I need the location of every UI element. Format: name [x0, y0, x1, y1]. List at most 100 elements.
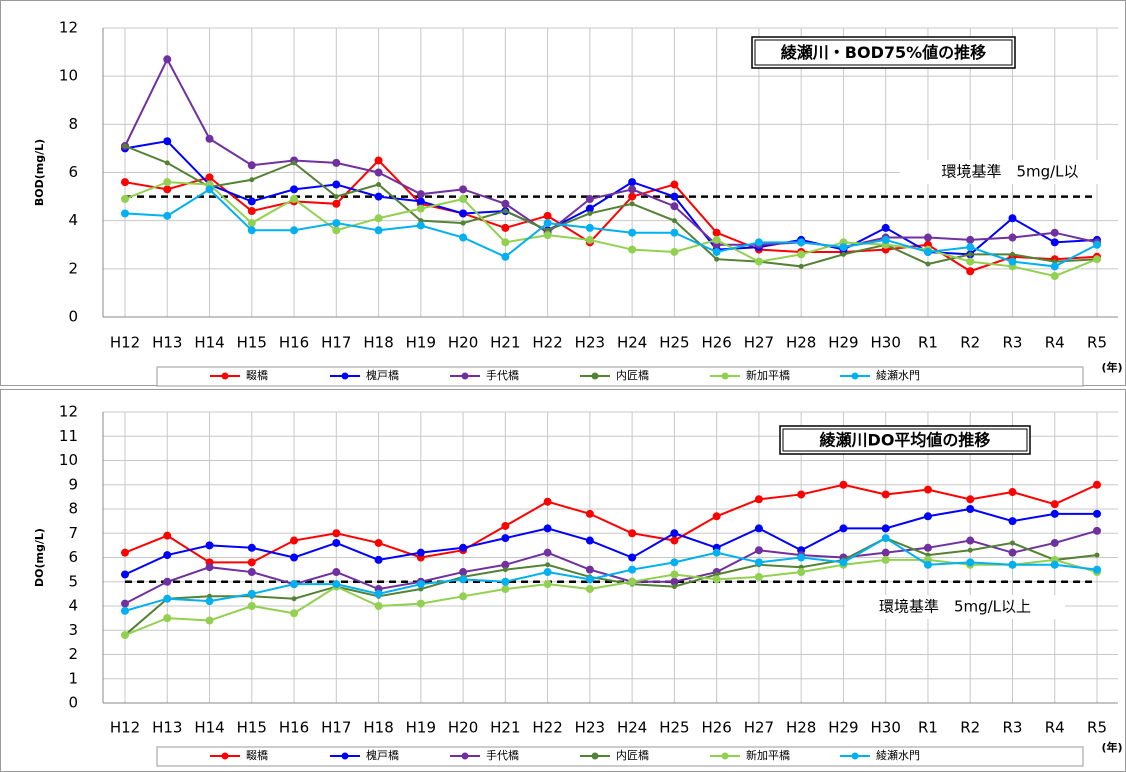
x-tick-label: R5 [1087, 719, 1107, 737]
data-point [754, 572, 763, 581]
series-line [124, 537, 1098, 636]
data-point [332, 158, 341, 167]
data-point [247, 589, 256, 598]
x-tick-label: H14 [194, 334, 224, 352]
title-box-inner [782, 428, 1028, 452]
x-tick-label: H23 [575, 334, 605, 352]
data-point [374, 589, 383, 598]
data-point [1093, 480, 1101, 489]
data-point [205, 597, 214, 606]
x-tick-label: R3 [1002, 719, 1022, 737]
data-point [545, 562, 551, 568]
data-point [122, 143, 128, 149]
data-point [1008, 214, 1017, 223]
data-point [797, 238, 806, 247]
data-point [1008, 488, 1017, 497]
data-point [121, 570, 129, 579]
x-axis-unit: (年) [1101, 740, 1122, 754]
x-tick-label: H13 [152, 334, 182, 352]
data-point [501, 199, 510, 208]
x-tick-label: H30 [871, 719, 901, 737]
data-point [967, 251, 973, 257]
chart-title: 綾瀬川・BOD75%値の推移 [781, 43, 986, 62]
data-point [163, 594, 172, 603]
data-point [291, 160, 297, 166]
y-tick-label: 4 [68, 211, 78, 229]
data-point [205, 563, 214, 572]
data-point [670, 558, 679, 567]
data-point [249, 177, 255, 183]
data-point [585, 509, 594, 518]
data-point [543, 524, 552, 533]
x-tick-label: H15 [237, 334, 267, 352]
data-point [247, 558, 256, 567]
data-point [754, 546, 763, 555]
data-point [585, 223, 594, 232]
x-tick-label: R2 [960, 719, 980, 737]
data-point [205, 185, 214, 194]
data-point [205, 616, 214, 625]
data-point [1008, 233, 1017, 242]
data-point [839, 243, 848, 252]
data-point [121, 631, 129, 640]
series-line [124, 536, 1098, 612]
data-point [501, 534, 510, 543]
legend-box [156, 746, 1084, 767]
x-tick-label: H30 [871, 334, 901, 352]
legend-label: 内匠橋 [616, 748, 649, 762]
data-point [374, 226, 383, 235]
x-tick-label: H22 [532, 334, 562, 352]
data-point [374, 156, 383, 165]
data-point [1050, 238, 1059, 247]
data-point [332, 199, 341, 208]
data-point [967, 547, 973, 553]
legend-label: 畷橋 [246, 748, 268, 762]
data-point [121, 194, 129, 203]
data-point [1050, 538, 1059, 547]
data-point [881, 534, 890, 543]
x-tick-label: R1 [918, 334, 938, 352]
series-line [124, 529, 1098, 605]
data-point [543, 497, 552, 506]
legend-label: 内匠橋 [616, 368, 649, 382]
data-point [205, 134, 214, 143]
data-point [628, 245, 637, 254]
data-point [585, 565, 594, 574]
y-tick-label: 3 [68, 621, 78, 639]
reference-label: 環境基準 5mg/L以 [941, 163, 1078, 181]
data-point [459, 592, 468, 601]
data-point [501, 223, 510, 232]
data-point [163, 55, 172, 64]
data-point [712, 235, 721, 244]
data-point [502, 208, 508, 214]
data-point [1009, 251, 1015, 257]
y-tick-label: 0 [68, 694, 78, 712]
x-tick-label: H24 [617, 334, 647, 352]
data-point [290, 609, 299, 618]
x-tick-label: H18 [363, 334, 393, 352]
data-point [247, 207, 256, 216]
data-point [629, 201, 635, 207]
x-tick-label: H27 [744, 719, 774, 737]
data-point [121, 178, 129, 187]
legend-marker [721, 752, 729, 760]
data-point [332, 529, 341, 538]
data-point [966, 495, 975, 504]
data-point [923, 560, 932, 569]
data-point [587, 210, 593, 216]
data-point [923, 233, 932, 242]
legend-label: 綾瀬水門 [876, 748, 920, 762]
x-tick-label: H20 [448, 719, 478, 737]
x-tick-label: H17 [321, 334, 351, 352]
data-point [121, 209, 129, 218]
data-point [459, 194, 468, 203]
data-point [1093, 240, 1101, 249]
title-box [779, 425, 1031, 455]
chart-title: 綾瀬川DO平均値の推移 [820, 431, 991, 450]
legend-marker [851, 752, 859, 760]
data-point [459, 575, 468, 584]
x-tick-label: R4 [1045, 334, 1065, 352]
legend-label: 槐戸橋 [366, 368, 399, 382]
legend-label: 新加平橋 [746, 368, 790, 382]
y-axis-label: DO(mg/L) [33, 528, 46, 587]
